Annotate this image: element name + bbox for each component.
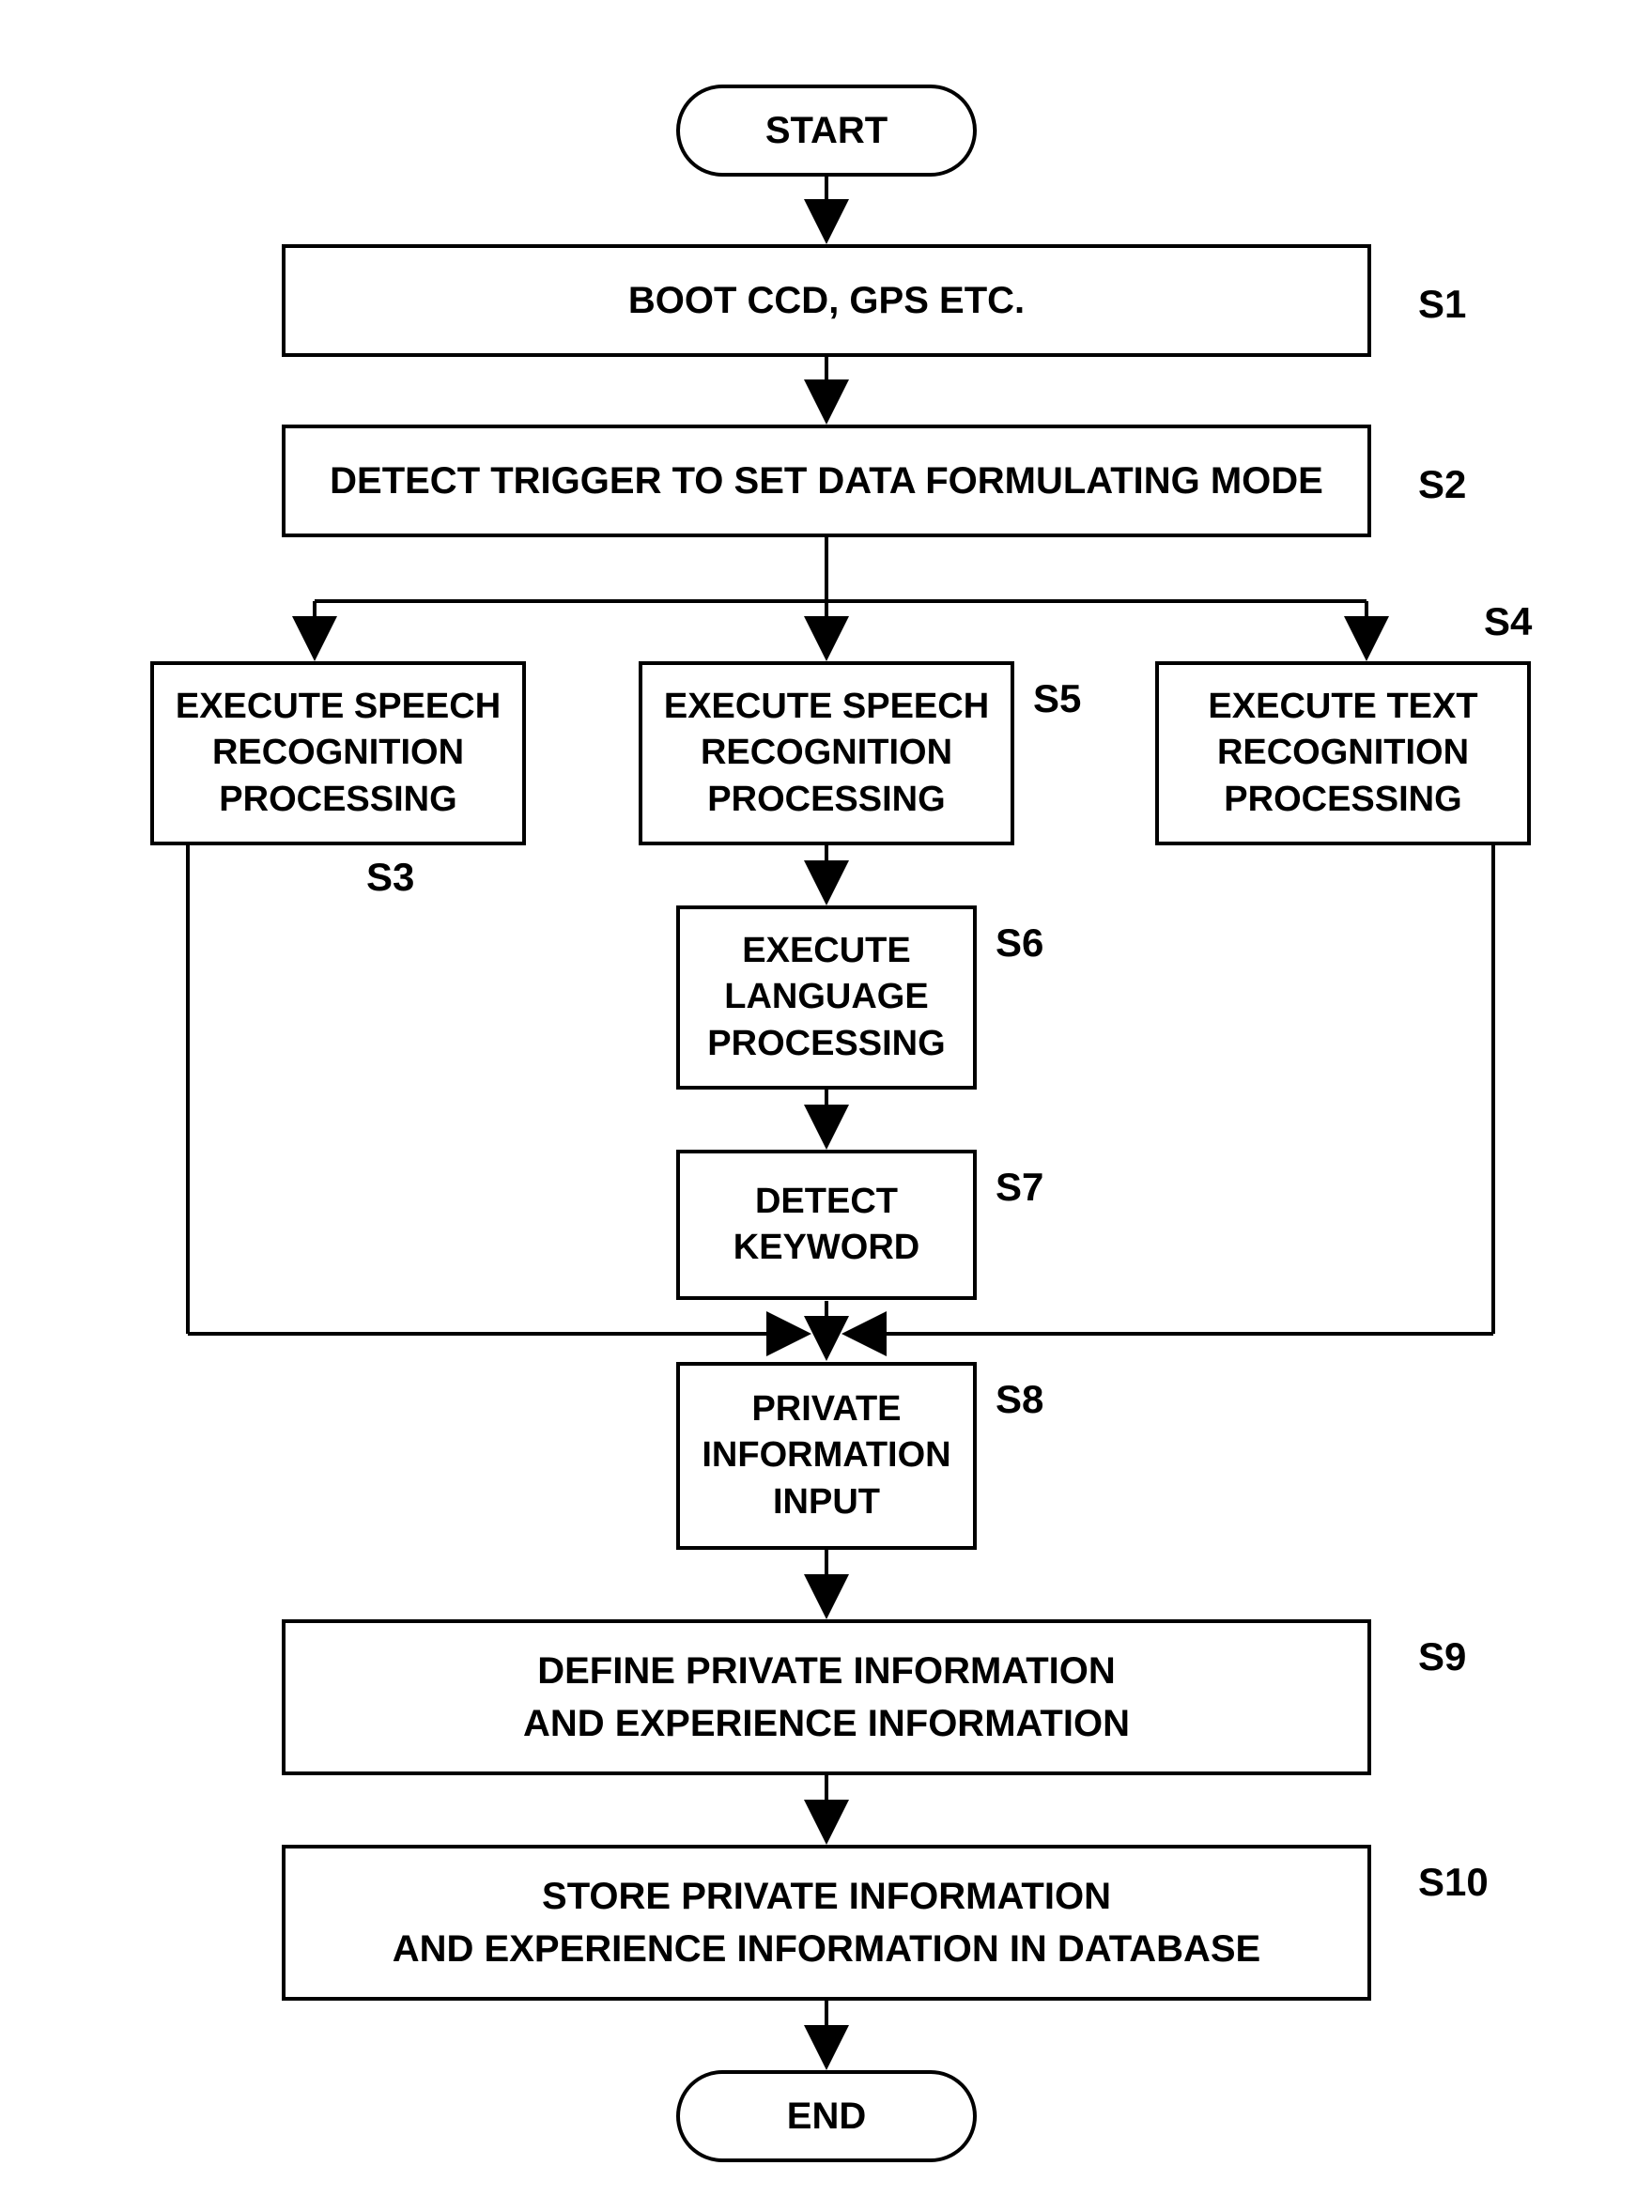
start-text: START — [765, 110, 888, 152]
s6-text: EXECUTE LANGUAGE PROCESSING — [707, 928, 945, 1067]
label-s8: S8 — [996, 1377, 1043, 1422]
process-s8: PRIVATE INFORMATION INPUT — [676, 1362, 977, 1550]
label-s9: S9 — [1418, 1634, 1466, 1679]
process-s9: DEFINE PRIVATE INFORMATION AND EXPERIENC… — [282, 1619, 1371, 1775]
s1-text: BOOT CCD, GPS ETC. — [628, 280, 1025, 322]
terminator-start: START — [676, 85, 977, 177]
process-s4: EXECUTE TEXT RECOGNITION PROCESSING — [1155, 661, 1531, 845]
s7-text: DETECT KEYWORD — [733, 1179, 919, 1272]
s5-text: EXECUTE SPEECH RECOGNITION PROCESSING — [664, 684, 989, 823]
s2-text: DETECT TRIGGER TO SET DATA FORMULATING M… — [330, 460, 1323, 503]
process-s3: EXECUTE SPEECH RECOGNITION PROCESSING — [150, 661, 526, 845]
label-s4: S4 — [1484, 599, 1532, 644]
label-s6: S6 — [996, 920, 1043, 966]
end-text: END — [787, 2096, 866, 2138]
label-s5: S5 — [1033, 676, 1081, 721]
s9-text: DEFINE PRIVATE INFORMATION AND EXPERIENC… — [523, 1645, 1130, 1750]
process-s7: DETECT KEYWORD — [676, 1150, 977, 1300]
s8-text: PRIVATE INFORMATION INPUT — [702, 1386, 950, 1525]
process-s6: EXECUTE LANGUAGE PROCESSING — [676, 905, 977, 1090]
s3-text: EXECUTE SPEECH RECOGNITION PROCESSING — [176, 684, 501, 823]
process-s1: BOOT CCD, GPS ETC. — [282, 244, 1371, 357]
s4-text: EXECUTE TEXT RECOGNITION PROCESSING — [1208, 684, 1477, 823]
label-s7: S7 — [996, 1165, 1043, 1210]
process-s2: DETECT TRIGGER TO SET DATA FORMULATING M… — [282, 425, 1371, 537]
label-s2: S2 — [1418, 462, 1466, 507]
process-s10: STORE PRIVATE INFORMATION AND EXPERIENCE… — [282, 1845, 1371, 2001]
label-s3: S3 — [366, 855, 414, 900]
label-s10: S10 — [1418, 1860, 1489, 1905]
process-s5: EXECUTE SPEECH RECOGNITION PROCESSING — [639, 661, 1014, 845]
label-s1: S1 — [1418, 282, 1466, 327]
s10-text: STORE PRIVATE INFORMATION AND EXPERIENCE… — [393, 1870, 1260, 1975]
terminator-end: END — [676, 2070, 977, 2162]
